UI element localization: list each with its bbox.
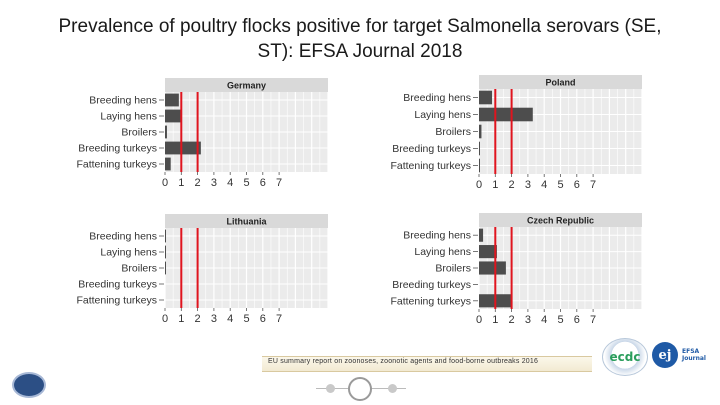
- prev-slide-dot[interactable]: [326, 384, 335, 393]
- bar: [479, 141, 480, 156]
- x-tick-label: 1: [492, 179, 498, 191]
- x-tick-label: 0: [476, 314, 482, 326]
- category-label: Breeding hens: [403, 92, 471, 104]
- x-tick-label: 2: [509, 314, 515, 326]
- category-label: Laying hens: [100, 111, 157, 123]
- category-label: Fattening turkeys: [76, 295, 157, 307]
- ecdc-logo: ecdc: [602, 338, 648, 376]
- bar: [479, 245, 497, 259]
- category-label: Broilers: [121, 263, 157, 275]
- category-label: Breeding hens: [403, 230, 471, 242]
- x-tick-label: 6: [260, 313, 266, 325]
- category-label: Breeding turkeys: [78, 279, 157, 291]
- x-tick-label: 0: [162, 177, 168, 189]
- category-label: Fattening turkeys: [76, 159, 157, 171]
- x-tick-label: 3: [525, 314, 531, 326]
- efsa-journal-logo: EFSA Journal: [682, 348, 706, 362]
- x-tick-label: 3: [211, 177, 217, 189]
- x-tick-label: 6: [574, 179, 580, 191]
- x-tick-label: 1: [178, 177, 184, 189]
- category-label: Fattening turkeys: [390, 160, 471, 172]
- slide-title: Prevalence of poultry flocks positive fo…: [20, 14, 700, 64]
- bar: [165, 93, 179, 107]
- bar: [165, 157, 171, 171]
- bar: [165, 109, 181, 123]
- bar: [479, 228, 484, 242]
- x-tick-label: 4: [227, 313, 233, 325]
- x-tick-label: 0: [162, 313, 168, 325]
- x-tick-label: 2: [195, 177, 201, 189]
- x-tick-label: 6: [260, 177, 266, 189]
- category-label: Breeding hens: [89, 231, 157, 243]
- footer-banner: [262, 356, 592, 372]
- x-tick-label: 7: [590, 179, 596, 191]
- bar: [165, 125, 167, 139]
- bar: [165, 261, 166, 275]
- x-tick-label: 5: [557, 314, 563, 326]
- x-tick-label: 4: [541, 314, 547, 326]
- bar: [165, 229, 166, 243]
- title-line-1: Prevalence of poultry flocks positive fo…: [58, 16, 662, 37]
- title-line-2: ST): EFSA Journal 2018: [257, 41, 463, 62]
- x-tick-label: 7: [276, 177, 282, 189]
- x-tick-label: 3: [525, 179, 531, 191]
- category-label: Breeding turkeys: [392, 279, 471, 291]
- slide-navigation[interactable]: [316, 376, 406, 401]
- plot-background: [479, 227, 642, 309]
- category-label: Laying hens: [414, 109, 471, 121]
- bar: [479, 124, 482, 139]
- plot-background: [165, 92, 328, 172]
- category-label: Laying hens: [100, 247, 157, 259]
- panel-strip: [479, 75, 642, 89]
- bar: [479, 261, 506, 275]
- partner-logos: ecdc ej EFSA Journal: [598, 336, 714, 376]
- x-tick-label: 5: [557, 179, 563, 191]
- panel-title: Poland: [545, 78, 575, 88]
- bar: [165, 245, 166, 259]
- x-tick-label: 0: [476, 179, 482, 191]
- category-label: Broilers: [121, 127, 157, 139]
- organization-logo: [12, 372, 46, 398]
- x-tick-label: 3: [211, 313, 217, 325]
- next-slide-dot[interactable]: [388, 384, 397, 393]
- x-tick-label: 5: [243, 313, 249, 325]
- panel-title: Germany: [227, 81, 266, 91]
- category-label: Breeding turkeys: [392, 143, 471, 155]
- x-tick-label: 1: [492, 314, 498, 326]
- x-tick-label: 7: [276, 313, 282, 325]
- bar: [479, 107, 533, 122]
- x-tick-label: 5: [243, 177, 249, 189]
- ej-logo: ej: [652, 342, 678, 368]
- current-slide-indicator[interactable]: [348, 377, 372, 401]
- x-tick-label: 6: [574, 314, 580, 326]
- category-label: Laying hens: [414, 246, 471, 258]
- x-tick-label: 2: [509, 179, 515, 191]
- category-label: Breeding hens: [89, 95, 157, 107]
- x-tick-label: 2: [195, 313, 201, 325]
- category-label: Broilers: [435, 126, 471, 138]
- panel-strip: [479, 213, 642, 227]
- plot-background: [479, 89, 642, 174]
- category-label: Fattening turkeys: [390, 295, 471, 307]
- plot-background: [165, 228, 328, 308]
- category-label: Broilers: [435, 263, 471, 275]
- panel-title: Lithuania: [227, 217, 268, 227]
- footer-caption: EU summary report on zoonoses, zoonotic …: [268, 358, 539, 365]
- panel-title: Czech Republic: [527, 216, 594, 226]
- x-tick-label: 1: [178, 313, 184, 325]
- panel-strip: [165, 78, 328, 92]
- bar: [479, 294, 512, 308]
- bar: [479, 158, 480, 173]
- x-tick-label: 7: [590, 314, 596, 326]
- panel-strip: [165, 214, 328, 228]
- bar: [479, 90, 493, 105]
- x-tick-label: 4: [227, 177, 233, 189]
- bar: [165, 141, 201, 155]
- x-tick-label: 4: [541, 179, 547, 191]
- category-label: Breeding turkeys: [78, 143, 157, 155]
